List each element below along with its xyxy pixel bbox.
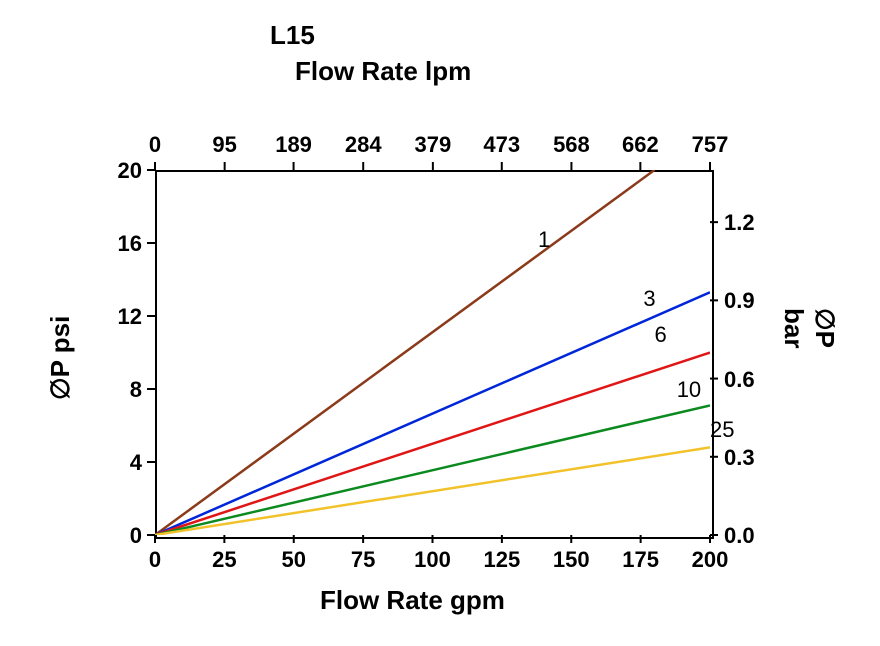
series-line — [155, 353, 710, 536]
x-top-tick-label: 662 — [612, 132, 668, 158]
x-top-tick-label: 189 — [266, 132, 322, 158]
x-top-tick-label: 95 — [197, 132, 253, 158]
y-left-tick-label: 12 — [100, 304, 142, 330]
y-right-tick-label: 0.9 — [724, 288, 774, 314]
x-bottom-tick-label: 175 — [616, 547, 666, 573]
series-line — [155, 447, 710, 535]
y-left-tick-label: 16 — [100, 231, 142, 257]
series-line — [155, 405, 710, 535]
y-left-tick-label: 4 — [100, 450, 142, 476]
x-bottom-tick-label: 100 — [408, 547, 458, 573]
y-left-tick-label: 8 — [100, 377, 142, 403]
series-label: 1 — [538, 227, 550, 253]
y-right-tick-label: 0.3 — [724, 445, 774, 471]
series-line — [155, 170, 655, 535]
x-bottom-tick-label: 200 — [685, 547, 735, 573]
series-label: 10 — [677, 377, 701, 403]
series-label: 6 — [655, 322, 667, 348]
x-top-tick-label: 379 — [405, 132, 461, 158]
y-right-tick-label: 0.0 — [724, 523, 774, 549]
y-right-tick-label: 0.6 — [724, 367, 774, 393]
x-top-tick-label: 284 — [335, 132, 391, 158]
x-top-tick-label: 568 — [543, 132, 599, 158]
x-bottom-tick-label: 25 — [199, 547, 249, 573]
y-left-tick-label: 0 — [100, 523, 142, 549]
chart-container: L15 Flow Rate lpm Flow Rate gpm ∅P psi ∅… — [0, 0, 880, 646]
x-top-tick-label: 757 — [682, 132, 738, 158]
y-right-tick-label: 1.2 — [724, 210, 774, 236]
series-label: 3 — [643, 286, 655, 312]
x-bottom-tick-label: 150 — [546, 547, 596, 573]
x-bottom-tick-label: 125 — [477, 547, 527, 573]
x-top-tick-label: 0 — [127, 132, 183, 158]
x-bottom-tick-label: 75 — [338, 547, 388, 573]
y-left-tick-label: 20 — [100, 158, 142, 184]
x-bottom-tick-label: 50 — [269, 547, 319, 573]
x-top-tick-label: 473 — [474, 132, 530, 158]
x-bottom-tick-label: 0 — [130, 547, 180, 573]
series-line — [155, 292, 710, 535]
series-label: 25 — [710, 417, 734, 443]
